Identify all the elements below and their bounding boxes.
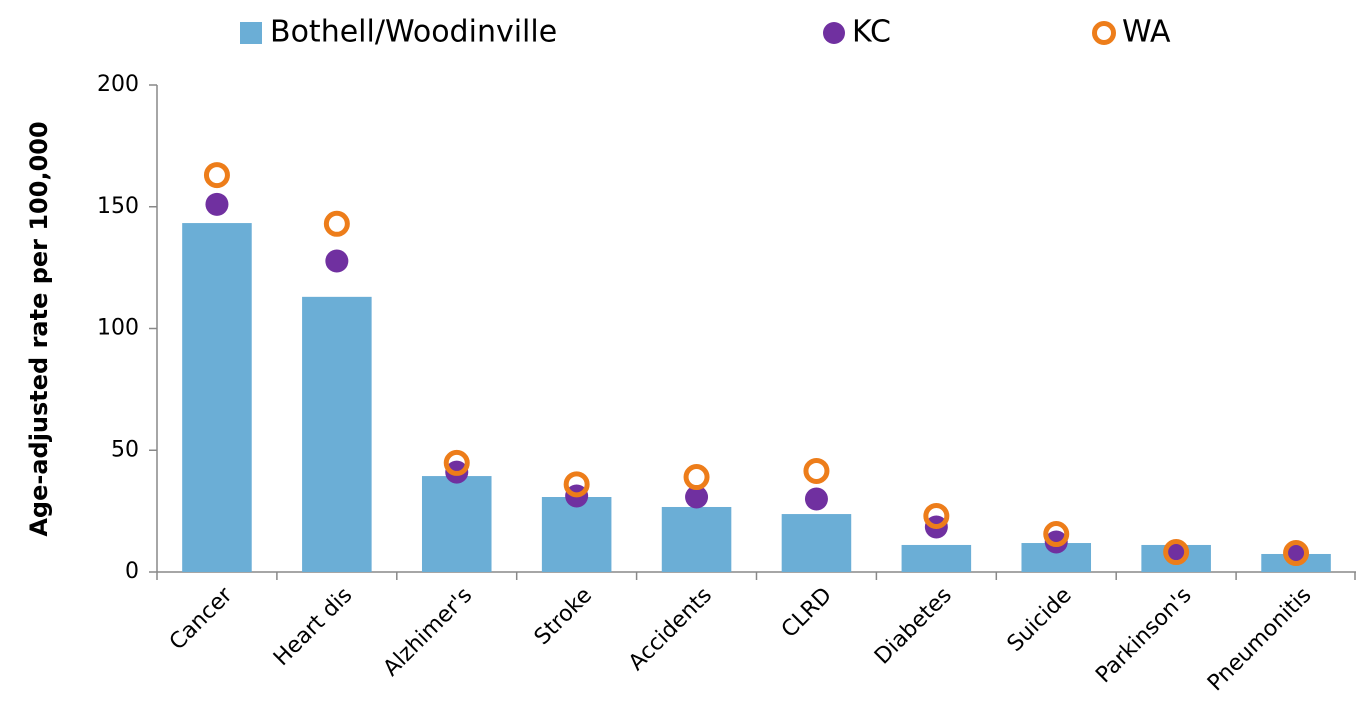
- x-tick-label: Accidents: [624, 583, 717, 676]
- marker: [205, 192, 229, 216]
- marker: [1163, 539, 1190, 566]
- bar: [901, 544, 972, 572]
- x-tick-label: Suicide: [1003, 583, 1077, 657]
- marker: [203, 162, 230, 189]
- legend-swatch: [823, 22, 845, 44]
- bar: [421, 476, 492, 572]
- bar: [781, 514, 852, 572]
- marker: [1283, 540, 1310, 567]
- marker: [323, 210, 350, 237]
- bar: [661, 506, 732, 572]
- marker: [325, 249, 349, 273]
- x-tick-label: Pneumonitis: [1203, 583, 1316, 696]
- legend-swatch: [1092, 21, 1116, 45]
- marker: [923, 502, 950, 529]
- bar: [302, 296, 372, 572]
- legend-label: WA: [1122, 15, 1171, 50]
- marker: [443, 449, 470, 476]
- marker: [804, 487, 828, 511]
- bar: [182, 223, 252, 572]
- marker: [1043, 521, 1070, 548]
- x-tick-label: Heart dis: [269, 583, 357, 671]
- marker: [683, 464, 710, 491]
- x-tick-label: Alzhimer's: [379, 583, 477, 681]
- marker: [803, 457, 830, 484]
- legend-label: Bothell/Woodinville: [270, 15, 557, 50]
- marker: [563, 471, 590, 498]
- legend-swatch: [240, 22, 262, 44]
- y-axis-label: Age-adjusted rate per 100,000: [25, 121, 53, 536]
- y-tick-label: 100: [97, 316, 139, 341]
- x-tick-label: Parkinson's: [1091, 583, 1196, 688]
- bar: [541, 497, 612, 572]
- y-tick-label: 200: [97, 72, 139, 97]
- y-tick-label: 50: [111, 437, 139, 462]
- y-tick-label: 150: [97, 194, 139, 219]
- x-tick-label: Diabetes: [870, 583, 957, 670]
- x-tick-label: CLRD: [777, 583, 837, 643]
- x-tick-label: Cancer: [165, 582, 238, 655]
- x-tick-label: Stroke: [530, 583, 597, 650]
- marker: [685, 485, 709, 509]
- legend-label: KC: [852, 15, 891, 50]
- y-tick-label: 0: [125, 559, 139, 584]
